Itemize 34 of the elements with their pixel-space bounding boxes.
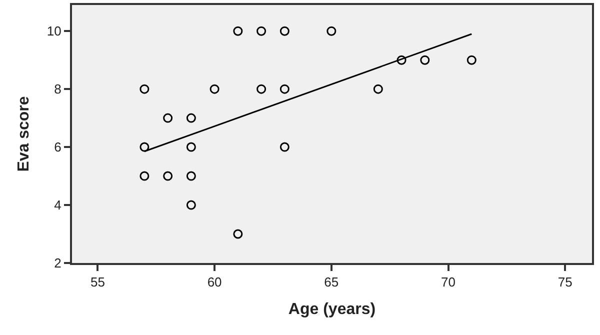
y-tick-label: 10 [46, 24, 62, 39]
point [163, 113, 173, 123]
x-tick-label: 60 [207, 274, 222, 290]
point [233, 26, 243, 36]
x-axis-title: Age (years) [288, 300, 376, 318]
x-tick-label: 55 [90, 274, 105, 290]
y-tick-label: 8 [54, 82, 62, 97]
point [280, 26, 290, 36]
x-tick-label: 70 [441, 274, 456, 290]
y-tick-label: 2 [54, 256, 62, 271]
point [186, 171, 196, 181]
y-axis-title: Eva score [15, 96, 32, 172]
point [396, 55, 406, 65]
point [466, 55, 476, 65]
x-tick-label: 75 [558, 274, 572, 290]
point [280, 84, 290, 94]
point [233, 229, 243, 239]
y-tick-label: 6 [54, 140, 62, 155]
point [140, 142, 150, 152]
point [186, 200, 196, 210]
point [163, 171, 173, 181]
point [373, 84, 383, 94]
point [256, 26, 266, 36]
point [186, 113, 196, 123]
point [256, 84, 266, 94]
x-tick-label: 65 [324, 274, 339, 290]
point [140, 84, 150, 94]
point [186, 142, 196, 152]
point [210, 84, 220, 94]
y-tick-label: 4 [54, 198, 62, 213]
point [420, 55, 430, 65]
point [326, 26, 336, 36]
point [280, 142, 290, 152]
point [140, 171, 150, 181]
